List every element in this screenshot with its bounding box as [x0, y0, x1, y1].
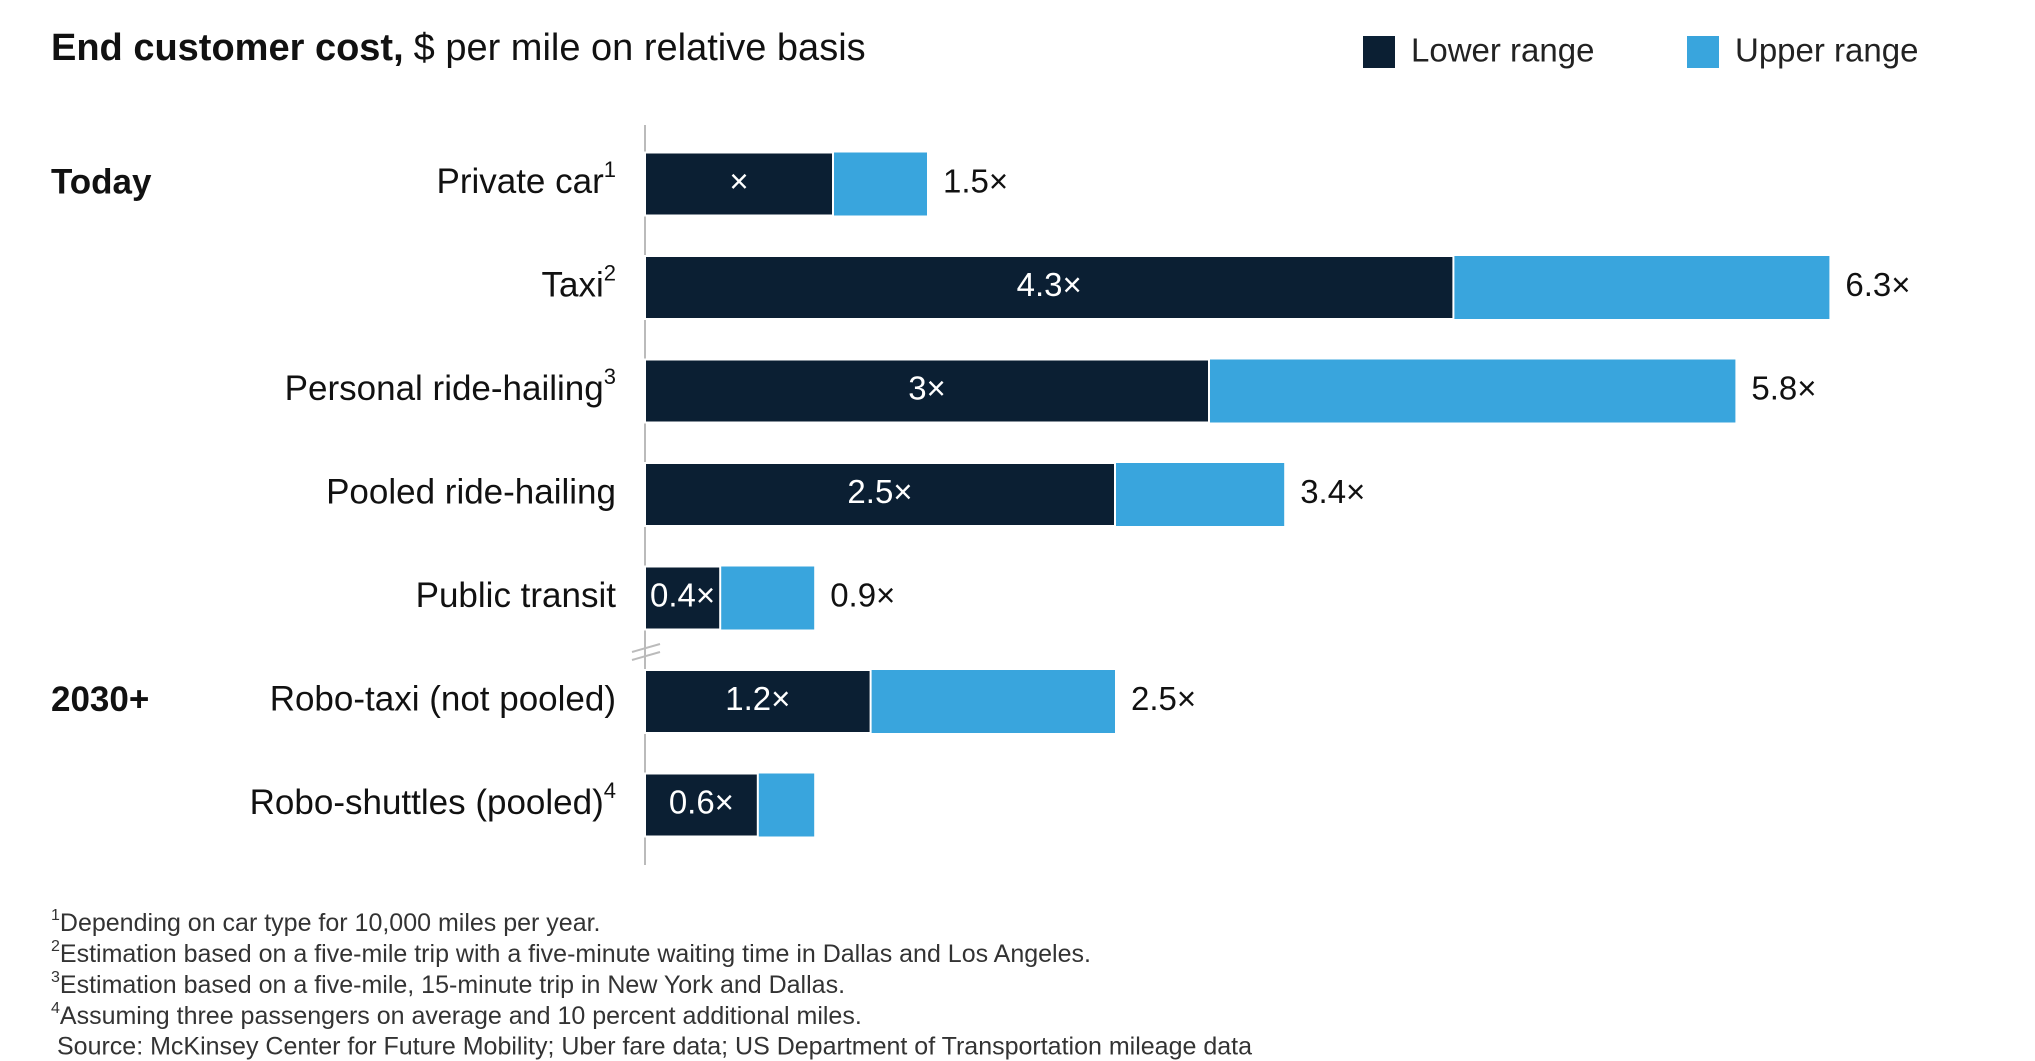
value-label: 3.4×: [1300, 473, 1365, 510]
group-label: Today: [51, 162, 152, 201]
footnote-marker: 3: [51, 969, 60, 986]
value-label: 0.9×: [830, 577, 895, 614]
value-label: 6.3×: [1845, 266, 1910, 303]
category-name: Private car: [436, 162, 604, 201]
legend-label: Lower range: [1411, 32, 1594, 69]
category-name: Robo-shuttles (pooled): [250, 783, 604, 822]
value-label: 4.3×: [1017, 266, 1082, 303]
footnote-marker: 4: [51, 1000, 60, 1017]
legend-swatch: [1363, 36, 1395, 68]
value-label: 1.5×: [943, 163, 1008, 200]
value-label: 1.2×: [725, 680, 790, 717]
group-label: 2030+: [51, 680, 149, 719]
footnote: 2Estimation based on a five-mile trip wi…: [51, 938, 1091, 968]
title-rest: $ per mile on relative basis: [414, 27, 866, 69]
value-label: 0.6×: [669, 784, 734, 821]
value-label: 3×: [908, 370, 946, 407]
category-name: Personal ride-hailing: [285, 369, 604, 408]
bar-lower: [644, 462, 1116, 527]
bar-lower: [644, 358, 1210, 424]
legend-swatch: [1687, 36, 1719, 68]
category-label: Public transit: [416, 576, 617, 615]
value-label: 2.5×: [847, 473, 912, 510]
category-label: Pooled ride-hailing: [326, 473, 616, 512]
footnote-marker: 4: [604, 778, 616, 803]
footnote: 3Estimation based on a five-mile, 15-min…: [51, 969, 845, 999]
value-label: 5.8×: [1751, 370, 1816, 407]
category-label: Robo-taxi (not pooled): [270, 680, 616, 719]
footnote-marker: 3: [604, 364, 616, 389]
source: Source: McKinsey Center for Future Mobil…: [57, 1033, 1252, 1061]
footnote: 4Assuming three passengers on average an…: [51, 1000, 862, 1030]
value-label: 2.5×: [1131, 680, 1196, 717]
legend-label: Upper range: [1735, 32, 1918, 69]
footnote-text: Depending on car type for 10,000 miles p…: [60, 909, 601, 937]
category-name: Robo-taxi (not pooled): [270, 680, 616, 719]
bar-lower: [644, 151, 834, 217]
bar-lower: [644, 772, 759, 838]
bar-lower: [644, 669, 872, 734]
footnote-text: Estimation based on a five-mile, 15-minu…: [60, 971, 845, 999]
category-name: Public transit: [416, 576, 617, 615]
axis-break: [631, 643, 661, 661]
category-name: Pooled ride-hailing: [326, 473, 616, 512]
category-label: Taxi2: [542, 261, 617, 305]
value-label: ×: [729, 163, 748, 200]
title-bold: End customer cost,: [51, 27, 404, 69]
category-label: Private car1: [436, 157, 616, 201]
footnote-text: Assuming three passengers on average and…: [60, 1002, 862, 1030]
category-name: Taxi: [542, 266, 604, 305]
footnote-marker: 2: [51, 938, 60, 955]
footnote-marker: 1: [51, 907, 60, 924]
value-label: 0.4×: [650, 577, 715, 614]
bar-lower: [644, 255, 1455, 320]
footnote-text: Estimation based on a five-mile trip wit…: [60, 940, 1091, 968]
category-label: Robo-shuttles (pooled)4: [250, 778, 616, 822]
chart-title: End customer cost, $ per mile on relative…: [51, 27, 866, 69]
footnote-marker: 1: [604, 157, 616, 182]
category-label: Personal ride-hailing3: [285, 364, 616, 408]
footnote: 1Depending on car type for 10,000 miles …: [51, 907, 601, 937]
bar-lower: [644, 565, 722, 631]
footnote-marker: 2: [604, 261, 616, 286]
